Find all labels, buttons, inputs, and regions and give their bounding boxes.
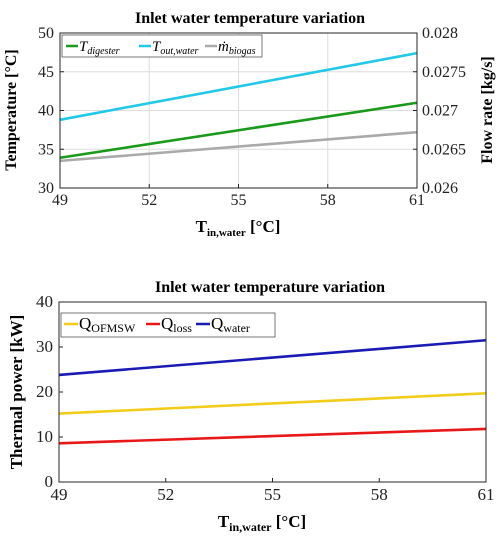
chart1-x-ticks: 49 52 55 58 61: [52, 184, 425, 209]
y-tick-label: 35: [38, 141, 54, 158]
chart1-legend-box: [61, 34, 263, 58]
y-tick-label: 50: [38, 25, 54, 42]
y-tick-label: 10: [36, 427, 53, 446]
series-line-qwater: [58, 338, 487, 377]
x-tick-label: 58: [371, 485, 388, 504]
legend-label-outwater: Tout,water: [152, 39, 199, 57]
chart1-ylabel: Temperature [°C]: [3, 49, 20, 170]
chart2-legend-box: [60, 312, 276, 338]
x-tick-label: 61: [409, 192, 425, 209]
chart-2: Inlet water temperature variation 0 10 20 3…: [7, 279, 495, 534]
y-tick-label: 45: [38, 64, 54, 81]
series-line-biogas: [59, 130, 418, 163]
chart2-x-ticks: 49 52 55 58 61: [51, 478, 495, 504]
y-tick-label: 40: [38, 103, 54, 120]
x-tick-label: 55: [231, 192, 247, 209]
x-tick-label: 61: [478, 485, 495, 504]
x-tick-label: 55: [264, 485, 281, 504]
chart2-title: Inlet water temperature variation: [155, 279, 385, 296]
chart2-xlabel: Tin,water [°C]: [218, 512, 306, 534]
legend-label-water: Qwater: [211, 314, 250, 335]
y-right-tick-label: 0.026: [422, 180, 458, 197]
chart1-legend: Tdigester Tout,water ṁbiogas: [61, 34, 263, 58]
chart2-legend: QOFMSW Qloss Qwater: [60, 312, 276, 338]
chart1-ylabel-right: Flow rate [kg/s]: [479, 56, 496, 164]
y-right-tick-label: 0.0275: [422, 64, 466, 81]
y-right-tick-label: 0.0265: [422, 141, 466, 158]
legend-label-loss: Qloss: [161, 314, 192, 335]
y-right-tick-label: 0.027: [422, 103, 458, 120]
chart1-y-ticks-right: 0.026 0.0265 0.027 0.0275 0.028: [413, 25, 466, 197]
y-tick-label: 20: [36, 382, 53, 401]
series-line-tdigester: [59, 101, 418, 160]
chart2-series: [58, 338, 487, 445]
y-tick-label: 30: [38, 180, 54, 197]
chart2-y-ticks: 0 10 20 30 40: [36, 292, 63, 491]
x-tick-label: 49: [51, 485, 68, 504]
chart1-title: Inlet water temperature variation: [135, 10, 365, 27]
legend-label-biogas: ṁbiogas: [218, 39, 256, 57]
series-line-qloss: [58, 427, 487, 445]
series-line-qofmsw: [58, 392, 487, 415]
chart1-y-ticks: 30 35 40 45 50: [38, 25, 64, 197]
legend-label-digester: Tdigester: [79, 39, 120, 57]
x-tick-label: 49: [52, 192, 68, 209]
y-right-tick-label: 0.028: [422, 25, 458, 42]
chart1-series: [59, 51, 418, 163]
chart2-ylabel: Thermal power [kW]: [7, 315, 26, 470]
x-tick-label: 52: [157, 485, 174, 504]
chart-1: Inlet water temperature variation 30 35 40…: [3, 10, 496, 239]
chart1-xlabel: Tin,water [°C]: [196, 217, 281, 239]
y-tick-label: 30: [36, 337, 53, 356]
legend-label-ofmsw: QOFMSW: [79, 314, 136, 335]
x-tick-label: 58: [320, 192, 336, 209]
y-tick-label: 40: [36, 292, 53, 311]
y-tick-label: 0: [45, 472, 54, 491]
series-line-toutwater: [59, 51, 418, 122]
x-tick-label: 52: [141, 192, 157, 209]
